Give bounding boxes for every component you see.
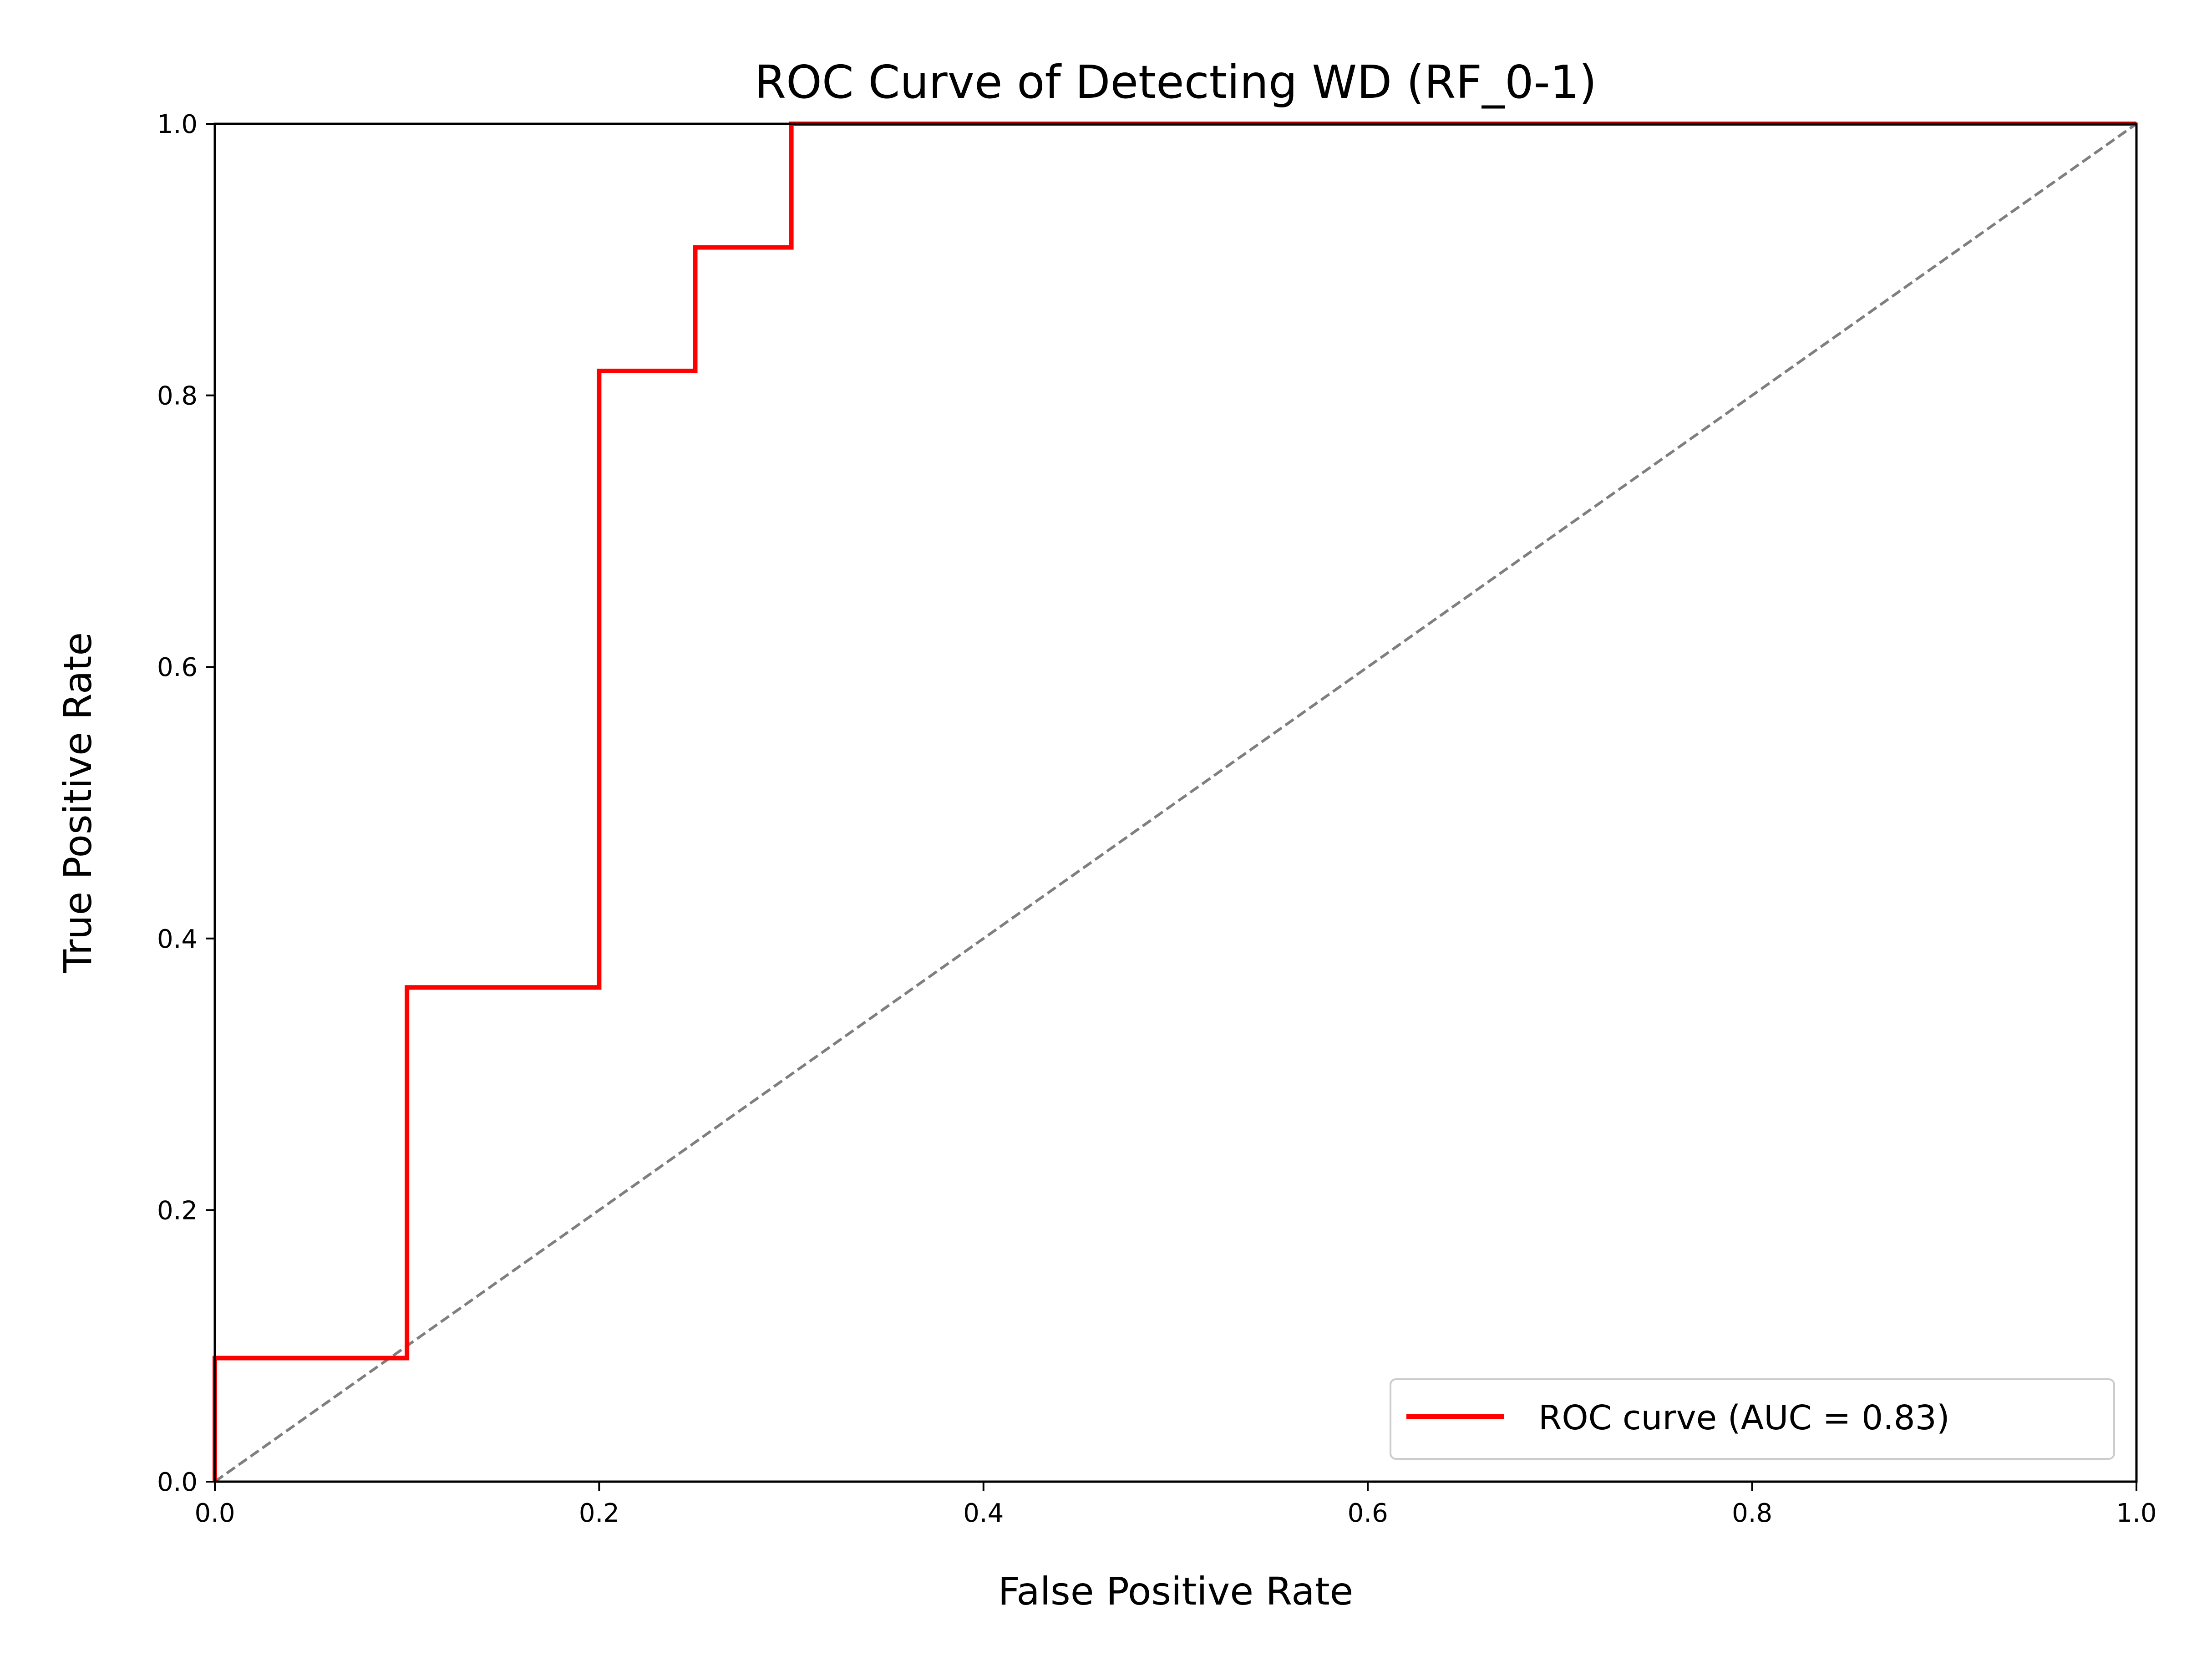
plot-area [213, 122, 2137, 1483]
y-tick-label: 1.0 [157, 110, 198, 139]
y-axis-title: True Positive Rate [56, 632, 100, 973]
y-tick-label: 0.0 [157, 1468, 198, 1497]
roc-curve-line [213, 122, 2136, 1482]
legend-box [1390, 1378, 2115, 1460]
x-axis-ticks: 0.0 0.2 0.4 0.6 0.8 1.0 [194, 1482, 2157, 1528]
y-tick-label: 0.2 [157, 1196, 198, 1225]
axes-frame [213, 122, 2138, 1483]
y-tick-label: 0.4 [157, 924, 198, 954]
legend-label-roc: ROC curve (AUC = 0.83) [1538, 1398, 1950, 1437]
x-tick-label: 0.4 [963, 1498, 1004, 1528]
y-axis-ticks: 0.0 0.2 0.4 0.6 0.8 1.0 [157, 110, 215, 1497]
legend: ROC curve (AUC = 0.83) [1390, 1378, 2115, 1460]
chart-title: ROC Curve of Detecting WD (RF_0-1) [755, 56, 1597, 109]
x-tick-label: 0.0 [194, 1498, 235, 1528]
x-tick-label: 1.0 [2116, 1498, 2156, 1528]
y-tick-label: 0.8 [157, 381, 198, 411]
x-tick-label: 0.2 [579, 1498, 619, 1528]
chance-diagonal-line [214, 122, 2137, 1483]
y-tick-label: 0.6 [157, 653, 198, 682]
x-tick-label: 0.6 [1348, 1498, 1388, 1528]
x-axis-title: False Positive Rate [998, 1569, 1354, 1614]
x-tick-label: 0.8 [1732, 1498, 1772, 1528]
